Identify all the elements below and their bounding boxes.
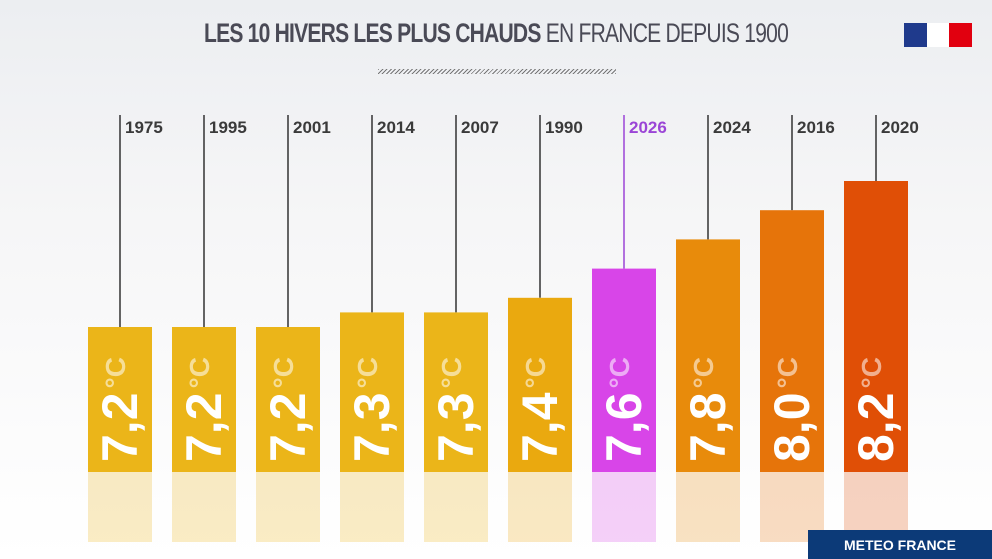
bar <box>508 297 572 472</box>
value-label: 7,3°C <box>344 357 400 462</box>
footer-brand: METEO FRANCE <box>808 530 992 559</box>
value-label: 7,2°C <box>176 357 232 462</box>
bar-reflection <box>172 472 236 542</box>
year-label: 2024 <box>713 118 751 137</box>
bar <box>760 210 824 472</box>
year-label: 1995 <box>209 118 247 137</box>
bar-reflection <box>256 472 320 542</box>
value-label: 8,2°C <box>848 357 904 462</box>
bar <box>340 312 404 472</box>
year-label: 2020 <box>881 118 919 137</box>
value-label: 7,6°C <box>596 357 652 462</box>
value-label: 7,2°C <box>92 357 148 462</box>
year-label: 1975 <box>125 118 163 137</box>
bar-reflection <box>508 472 572 542</box>
bar-reflection <box>424 472 488 542</box>
title-light: EN FRANCE DEPUIS 1900 <box>545 18 789 48</box>
bar <box>256 327 320 472</box>
chart-title: LES 10 HIVERS LES PLUS CHAUDS EN FRANCE … <box>109 18 883 49</box>
republique-francaise-flag-logo <box>904 23 973 47</box>
bar <box>844 181 908 472</box>
value-label: 8,0°C <box>764 357 820 462</box>
bar-reflection <box>676 472 740 542</box>
value-label: 7,4°C <box>512 357 568 462</box>
year-label: 1990 <box>545 118 583 137</box>
year-label: 2014 <box>377 118 415 137</box>
bar <box>424 312 488 472</box>
year-label: 2016 <box>797 118 835 137</box>
year-label: 2026 <box>629 118 667 137</box>
title-bold: LES 10 HIVERS LES PLUS CHAUDS <box>203 18 541 48</box>
bar-reflection <box>88 472 152 542</box>
bar-reflection <box>340 472 404 542</box>
bar <box>676 239 740 472</box>
year-label: 2001 <box>293 118 331 137</box>
value-label: 7,8°C <box>680 357 736 462</box>
bar <box>172 327 236 472</box>
title-underline <box>378 69 616 74</box>
bar <box>88 327 152 472</box>
value-label: 7,3°C <box>428 357 484 462</box>
bar <box>592 268 656 472</box>
year-label: 2007 <box>461 118 499 137</box>
bar-reflection <box>592 472 656 542</box>
value-label: 7,2°C <box>260 357 316 462</box>
